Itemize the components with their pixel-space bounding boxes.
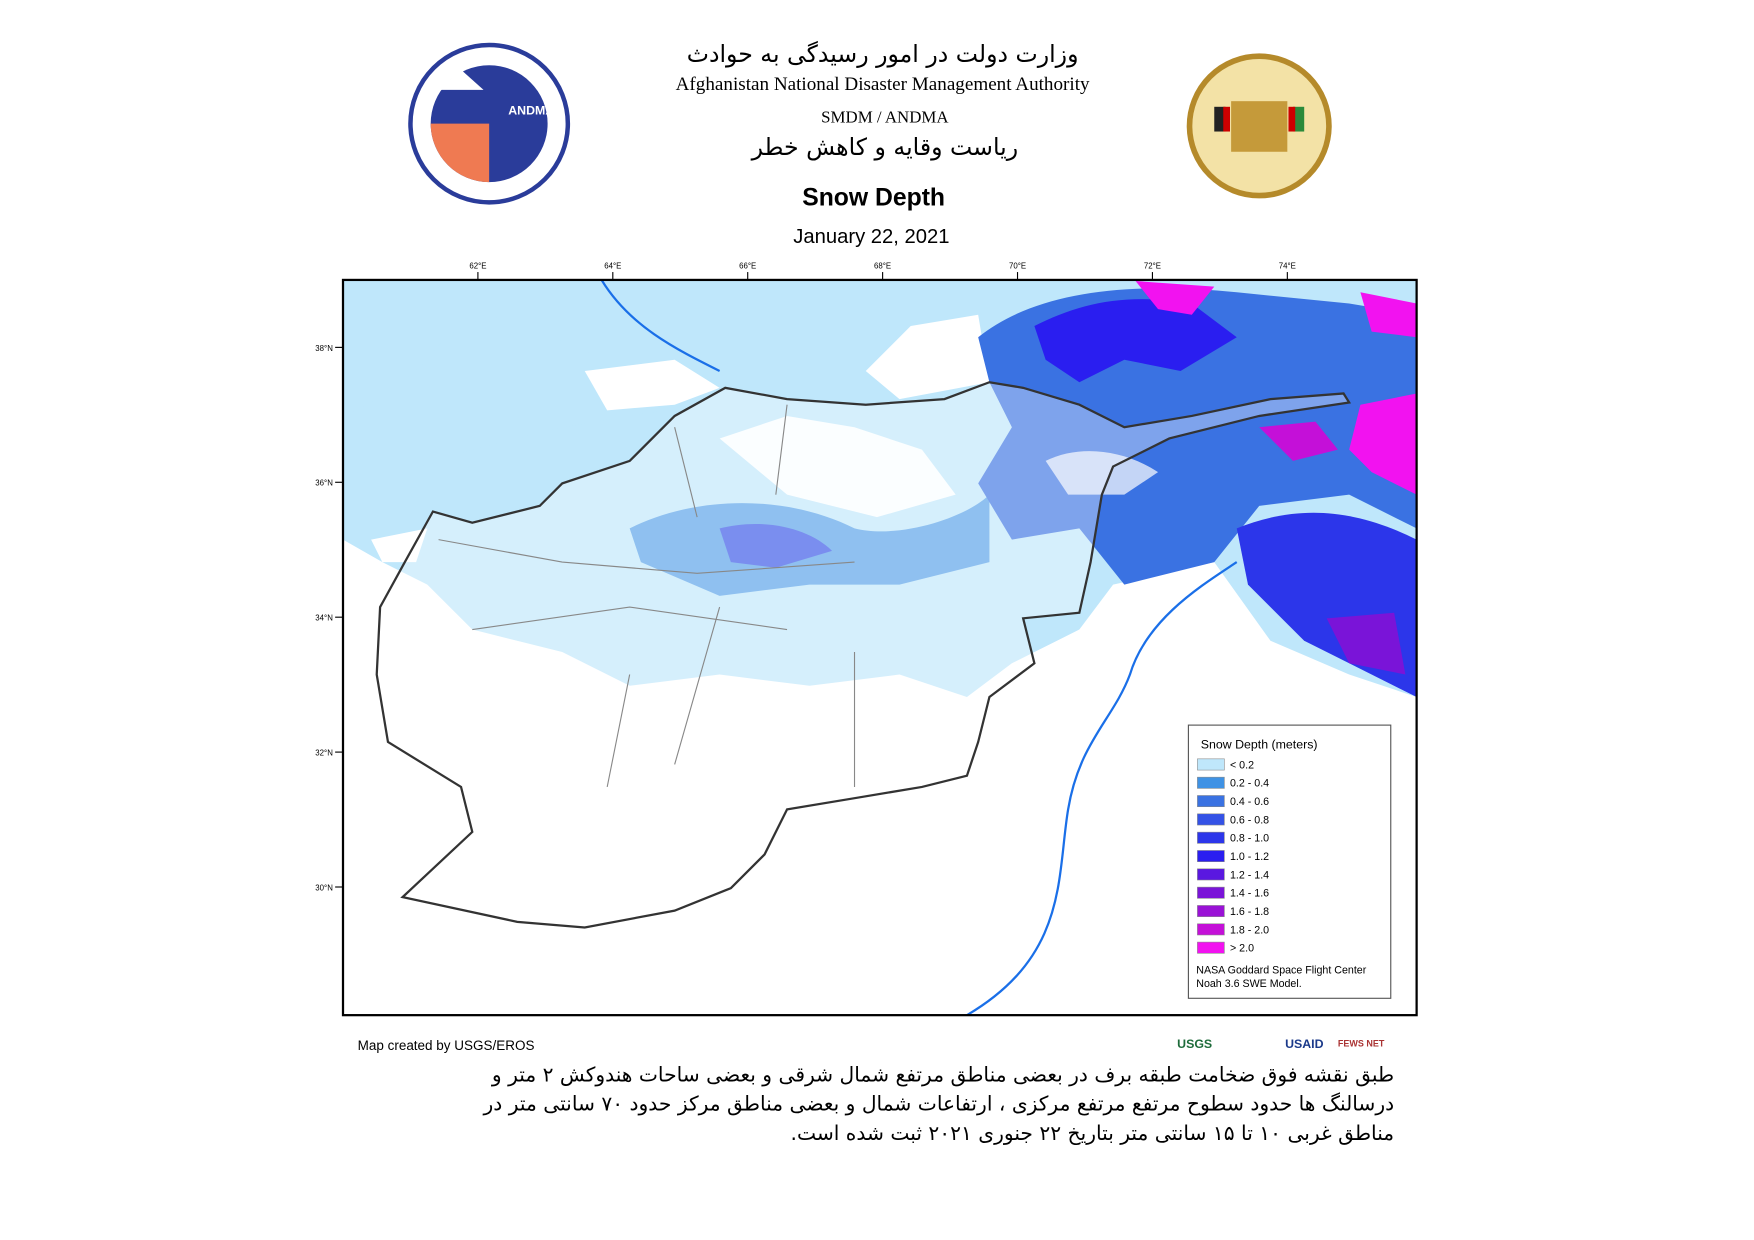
legend-label: > 2.0 — [1230, 943, 1254, 955]
legend-swatch — [1197, 831, 1225, 844]
emblem — [1186, 53, 1332, 199]
legend-label: 0.6 - 0.8 — [1230, 814, 1269, 826]
andma-logo: ANDMA — [408, 42, 571, 205]
lon-tick-label: 62°E — [469, 262, 486, 271]
legend-label: 1.2 - 1.4 — [1230, 869, 1269, 881]
legend-label: 0.2 - 0.4 — [1230, 778, 1269, 790]
legend-label: 1.8 - 2.0 — [1230, 924, 1269, 936]
partner-logo: USGS — [1177, 1037, 1212, 1051]
legend-swatch — [1197, 795, 1225, 808]
lon-tick-label: 64°E — [604, 262, 621, 271]
logo-text: ANDMA — [508, 104, 554, 118]
footer-text: طبق نقشه فوق ضخامت طبقه برف در بعضی مناط… — [491, 1062, 1394, 1086]
unit-fa: ریاست وقایه و کاهش خطر — [751, 133, 1018, 161]
lat-tick-label: 38°N — [315, 344, 333, 353]
legend-source: Noah 3.6 SWE Model. — [1196, 978, 1301, 990]
lat-tick-label: 34°N — [315, 614, 333, 623]
map-title: Snow Depth — [802, 185, 945, 212]
legend-swatch — [1197, 776, 1225, 789]
legend-label: 1.6 - 1.8 — [1230, 906, 1269, 918]
legend-swatch — [1197, 886, 1225, 899]
lon-tick-label: 66°E — [739, 262, 756, 271]
credit: Map created by USGS/EROS — [358, 1038, 535, 1053]
lat-tick-label: 32°N — [315, 748, 333, 757]
legend-swatch — [1197, 868, 1225, 881]
legend-swatch — [1197, 941, 1225, 954]
legend-swatch — [1197, 758, 1225, 771]
partner-logo: USAID — [1285, 1037, 1324, 1051]
map-date: January 22, 2021 — [793, 226, 949, 248]
legend-title: Snow Depth (meters) — [1201, 738, 1318, 752]
legend-swatch — [1197, 905, 1225, 917]
lon-tick-label: 72°E — [1144, 262, 1161, 271]
ministry-en: Afghanistan National Disaster Management… — [676, 74, 1090, 95]
footer-text: مناطق غربی ۱۰ تا ۱۵ سانتی متر بتاریخ ۲۲ … — [791, 1121, 1395, 1145]
legend-label: 1.0 - 1.2 — [1230, 851, 1269, 863]
map: 62°E 64°E 66°E 68°E 70°E 72°E 74°E 38°N 36°N 34°N… — [315, 262, 1418, 1017]
lat-tick-label: 36°N — [315, 479, 333, 488]
unit-en: SMDM / ANDMA — [821, 108, 949, 127]
legend-label: 0.8 - 1.0 — [1230, 833, 1269, 845]
lon-tick-label: 74°E — [1279, 262, 1296, 271]
legend-swatch — [1197, 850, 1225, 862]
lat-tick-label: 30°N — [315, 883, 333, 892]
lon-tick-label: 70°E — [1009, 262, 1026, 271]
legend-label: < 0.2 — [1230, 759, 1254, 771]
legend-label: 1.4 - 1.6 — [1230, 888, 1269, 900]
partner-logo: FEWS NET — [1338, 1039, 1385, 1049]
legend-swatch — [1197, 923, 1225, 936]
legend-source: NASA Goddard Space Flight Center — [1196, 965, 1366, 977]
legend-label: 0.4 - 0.6 — [1230, 796, 1269, 808]
footer-text: درسالنگ ها حدود سطوح مرتفع مرتفع مرکزی ،… — [483, 1092, 1395, 1116]
lon-tick-label: 68°E — [874, 262, 891, 271]
legend-swatch — [1197, 813, 1225, 826]
ministry-fa: وزارت دولت در امور رسیدگی به حوادث — [687, 40, 1079, 68]
